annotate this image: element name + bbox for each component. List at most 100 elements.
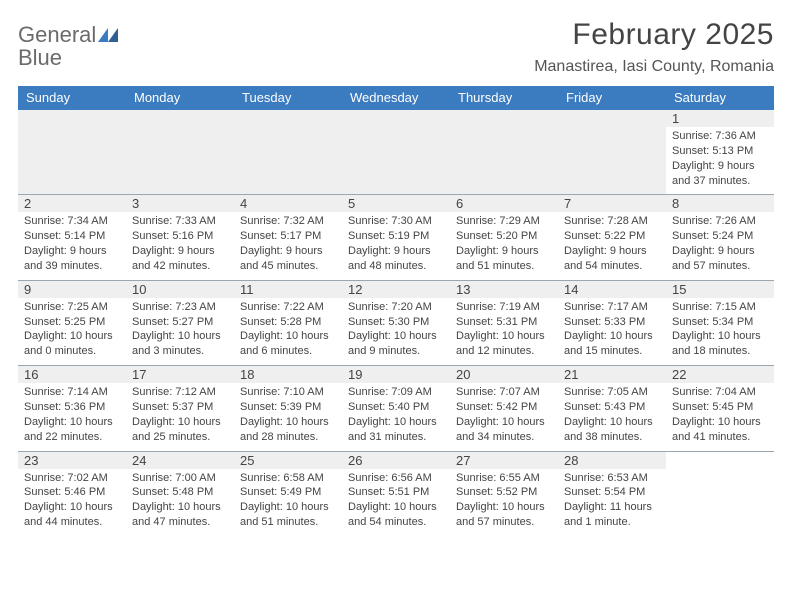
month-title: February 2025 [534, 18, 774, 52]
day-info: Sunrise: 7:32 AMSunset: 5:17 PMDaylight:… [240, 214, 336, 273]
daylight-text: Daylight: 10 hours and 57 minutes. [456, 500, 552, 530]
day-info: Sunrise: 7:36 AMSunset: 5:13 PMDaylight:… [672, 129, 768, 188]
day-number: 22 [672, 367, 686, 382]
day-info: Sunrise: 7:28 AMSunset: 5:22 PMDaylight:… [564, 214, 660, 273]
sunrise-text: Sunrise: 7:33 AM [132, 214, 228, 229]
sunrise-text: Sunrise: 7:12 AM [132, 385, 228, 400]
day-cell: 8Sunrise: 7:26 AMSunset: 5:24 PMDaylight… [666, 195, 774, 279]
day-info: Sunrise: 7:02 AMSunset: 5:46 PMDaylight:… [24, 471, 120, 530]
daylight-text: Daylight: 9 hours and 37 minutes. [672, 159, 768, 189]
day-number: 8 [672, 196, 679, 211]
sunset-text: Sunset: 5:42 PM [456, 400, 552, 415]
day-number: 4 [240, 196, 247, 211]
sunset-text: Sunset: 5:16 PM [132, 229, 228, 244]
daynum-row: 5 [342, 195, 450, 212]
sunrise-text: Sunrise: 7:04 AM [672, 385, 768, 400]
day-number: 27 [456, 453, 470, 468]
day-info: Sunrise: 7:23 AMSunset: 5:27 PMDaylight:… [132, 300, 228, 359]
day-info: Sunrise: 7:34 AMSunset: 5:14 PMDaylight:… [24, 214, 120, 273]
sunset-text: Sunset: 5:28 PM [240, 315, 336, 330]
weekday-header: Thursday [450, 86, 558, 110]
empty-cell [126, 110, 234, 194]
sunrise-text: Sunrise: 7:09 AM [348, 385, 444, 400]
sunset-text: Sunset: 5:54 PM [564, 485, 660, 500]
day-number: 13 [456, 282, 470, 297]
day-number: 6 [456, 196, 463, 211]
day-number: 17 [132, 367, 146, 382]
empty-cell [234, 110, 342, 194]
day-number: 7 [564, 196, 571, 211]
daynum-row: 11 [234, 281, 342, 298]
daynum-row: 27 [450, 452, 558, 469]
sunset-text: Sunset: 5:48 PM [132, 485, 228, 500]
daylight-text: Daylight: 9 hours and 48 minutes. [348, 244, 444, 274]
day-cell: 2Sunrise: 7:34 AMSunset: 5:14 PMDaylight… [18, 195, 126, 279]
day-cell: 4 Sunrise: 7:32 AMSunset: 5:17 PMDaylight… [234, 195, 342, 279]
daynum-row: 28 [558, 452, 666, 469]
sunset-text: Sunset: 5:20 PM [456, 229, 552, 244]
day-info: Sunrise: 7:09 AMSunset: 5:40 PMDaylight:… [348, 385, 444, 444]
weekday-header: Wednesday [342, 86, 450, 110]
week-row: 9Sunrise: 7:25 AMSunset: 5:25 PMDaylight… [18, 280, 774, 365]
sunrise-text: Sunrise: 7:29 AM [456, 214, 552, 229]
day-cell: 20Sunrise: 7:07 AMSunset: 5:42 PMDayligh… [450, 366, 558, 450]
day-cell: 7 Sunrise: 7:28 AMSunset: 5:22 PMDaylight… [558, 195, 666, 279]
day-cell: 28 Sunrise: 6:53 AMSunset: 5:54 PMDayligh… [558, 452, 666, 536]
day-info: Sunrise: 7:29 AMSunset: 5:20 PMDaylight:… [456, 214, 552, 273]
daylight-text: Daylight: 9 hours and 54 minutes. [564, 244, 660, 274]
sunset-text: Sunset: 5:22 PM [564, 229, 660, 244]
sunrise-text: Sunrise: 7:17 AM [564, 300, 660, 315]
sunset-text: Sunset: 5:25 PM [24, 315, 120, 330]
day-info: Sunrise: 7:10 AMSunset: 5:39 PMDaylight:… [240, 385, 336, 444]
day-number: 16 [24, 367, 38, 382]
day-number: 5 [348, 196, 355, 211]
sunrise-text: Sunrise: 7:30 AM [348, 214, 444, 229]
sunset-text: Sunset: 5:51 PM [348, 485, 444, 500]
header: General Blue February 2025 Manastirea, I… [18, 18, 774, 76]
daylight-text: Daylight: 9 hours and 51 minutes. [456, 244, 552, 274]
empty-cell [558, 110, 666, 194]
weekday-header: Monday [126, 86, 234, 110]
day-cell: 27 Sunrise: 6:55 AMSunset: 5:52 PMDayligh… [450, 452, 558, 536]
daylight-text: Daylight: 11 hours and 1 minute. [564, 500, 660, 530]
brand-word1: General [18, 22, 96, 47]
sunset-text: Sunset: 5:52 PM [456, 485, 552, 500]
day-cell: 11 Sunrise: 7:22 AMSunset: 5:28 PMDayligh… [234, 281, 342, 365]
day-cell: 13Sunrise: 7:19 AMSunset: 5:31 PMDayligh… [450, 281, 558, 365]
daynum-row: 9 [18, 281, 126, 298]
day-info: Sunrise: 6:53 AMSunset: 5:54 PMDaylight:… [564, 471, 660, 530]
day-number: 11 [240, 282, 254, 297]
day-info: Sunrise: 7:22 AMSunset: 5:28 PMDaylight:… [240, 300, 336, 359]
day-cell: 18 Sunrise: 7:10 AMSunset: 5:39 PMDayligh… [234, 366, 342, 450]
daynum-row: 8 [666, 195, 774, 212]
day-info: Sunrise: 7:17 AMSunset: 5:33 PMDaylight:… [564, 300, 660, 359]
week-row: 23 Sunrise: 7:02 AMSunset: 5:46 PMDayligh… [18, 451, 774, 536]
week-row: 2Sunrise: 7:34 AMSunset: 5:14 PMDaylight… [18, 194, 774, 279]
sunrise-text: Sunrise: 7:32 AM [240, 214, 336, 229]
day-cell: 5 Sunrise: 7:30 AMSunset: 5:19 PMDaylight… [342, 195, 450, 279]
day-cell: 21Sunrise: 7:05 AMSunset: 5:43 PMDayligh… [558, 366, 666, 450]
daylight-text: Daylight: 10 hours and 12 minutes. [456, 329, 552, 359]
day-number: 23 [24, 453, 38, 468]
day-number: 18 [240, 367, 254, 382]
day-number: 28 [564, 453, 578, 468]
sunrise-text: Sunrise: 6:55 AM [456, 471, 552, 486]
week-row: 1Sunrise: 7:36 AMSunset: 5:13 PMDaylight… [18, 110, 774, 194]
day-info: Sunrise: 7:30 AMSunset: 5:19 PMDaylight:… [348, 214, 444, 273]
empty-cell [450, 110, 558, 194]
day-info: Sunrise: 7:00 AMSunset: 5:48 PMDaylight:… [132, 471, 228, 530]
daynum-row: 15 [666, 281, 774, 298]
weekday-header: Saturday [666, 86, 774, 110]
sunrise-text: Sunrise: 7:14 AM [24, 385, 120, 400]
empty-cell [666, 452, 774, 536]
sunrise-text: Sunrise: 6:56 AM [348, 471, 444, 486]
day-number: 21 [564, 367, 578, 382]
daylight-text: Daylight: 10 hours and 34 minutes. [456, 415, 552, 445]
weekday-header-row: Sunday Monday Tuesday Wednesday Thursday… [18, 86, 774, 110]
daynum-row: 18 [234, 366, 342, 383]
day-cell: 1Sunrise: 7:36 AMSunset: 5:13 PMDaylight… [666, 110, 774, 194]
daylight-text: Daylight: 10 hours and 3 minutes. [132, 329, 228, 359]
day-number: 24 [132, 453, 146, 468]
daynum-row: 19 [342, 366, 450, 383]
day-number: 26 [348, 453, 362, 468]
